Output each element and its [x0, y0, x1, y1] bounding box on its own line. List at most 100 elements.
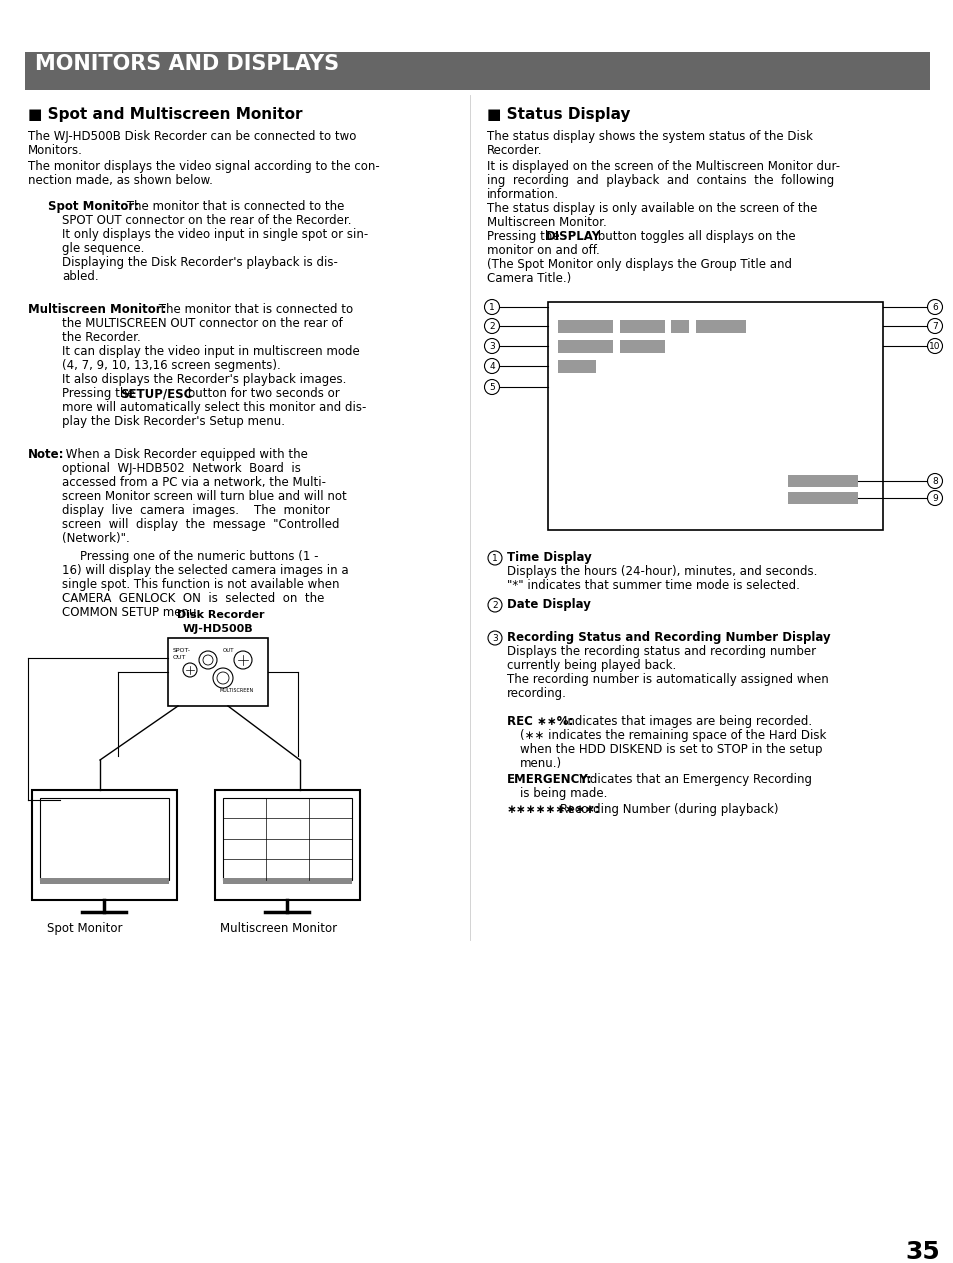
- Text: 7: 7: [931, 322, 937, 331]
- Text: menu.): menu.): [519, 757, 561, 770]
- Text: 8: 8: [931, 476, 937, 485]
- Text: It also displays the Recorder's playback images.: It also displays the Recorder's playback…: [62, 373, 346, 386]
- Text: Recording Status and Recording Number Display: Recording Status and Recording Number Di…: [506, 632, 830, 644]
- Text: "*" indicates that summer time mode is selected.: "*" indicates that summer time mode is s…: [506, 578, 799, 592]
- Circle shape: [484, 299, 499, 314]
- Bar: [787, 475, 857, 488]
- Text: The monitor that is connected to: The monitor that is connected to: [154, 303, 353, 316]
- Text: Recorder.: Recorder.: [486, 144, 542, 157]
- Text: 2: 2: [492, 600, 497, 610]
- Text: the MULTISCREEN OUT connector on the rear of: the MULTISCREEN OUT connector on the rea…: [62, 317, 342, 330]
- Text: button for two seconds or: button for two seconds or: [184, 386, 339, 400]
- Text: The status display is only available on the screen of the: The status display is only available on …: [486, 202, 817, 215]
- Text: accessed from a PC via a network, the Multi-: accessed from a PC via a network, the Mu…: [62, 476, 326, 489]
- Text: WJ-HD500B: WJ-HD500B: [183, 624, 253, 634]
- Text: (∗∗ indicates the remaining space of the Hard Disk: (∗∗ indicates the remaining space of the…: [519, 729, 825, 741]
- Bar: [25, 52, 929, 90]
- Text: Date Display: Date Display: [506, 597, 590, 611]
- Bar: [223, 878, 352, 884]
- Text: Displays the hours (24-hour), minutes, and seconds.: Displays the hours (24-hour), minutes, a…: [506, 565, 817, 578]
- Text: Displays the recording status and recording number: Displays the recording status and record…: [506, 645, 815, 658]
- Text: is being made.: is being made.: [519, 787, 607, 799]
- Text: ∗∗∗∗∗∗∗∗∗:: ∗∗∗∗∗∗∗∗∗:: [506, 803, 600, 816]
- Circle shape: [488, 551, 501, 565]
- Circle shape: [926, 474, 942, 489]
- Circle shape: [199, 650, 216, 669]
- Text: MONITORS AND DISPLAYS: MONITORS AND DISPLAYS: [35, 54, 338, 75]
- Circle shape: [213, 668, 233, 688]
- Text: 35: 35: [904, 1240, 939, 1263]
- Text: Multiscreen Monitor.: Multiscreen Monitor.: [486, 216, 606, 229]
- Circle shape: [926, 299, 942, 314]
- Bar: [787, 493, 857, 504]
- Text: The WJ-HD500B Disk Recorder can be connected to two: The WJ-HD500B Disk Recorder can be conne…: [28, 130, 356, 143]
- Text: Displaying the Disk Recorder's playback is dis-: Displaying the Disk Recorder's playback …: [62, 256, 337, 269]
- Text: The monitor displays the video signal according to the con-: The monitor displays the video signal ac…: [28, 160, 379, 173]
- Text: when the HDD DISKEND is set to STOP in the setup: when the HDD DISKEND is set to STOP in t…: [519, 743, 821, 757]
- Text: It is displayed on the screen of the Multiscreen Monitor dur-: It is displayed on the screen of the Mul…: [486, 160, 840, 173]
- Bar: [558, 320, 613, 333]
- Circle shape: [216, 672, 229, 685]
- Text: 5: 5: [489, 383, 495, 392]
- Text: display  live  camera  images.    The  monitor: display live camera images. The monitor: [62, 504, 330, 517]
- Text: Time Display: Time Display: [506, 551, 591, 565]
- Text: (Network)".: (Network)".: [62, 532, 130, 546]
- Text: Indicates that images are being recorded.: Indicates that images are being recorded…: [563, 715, 811, 727]
- Text: (4, 7, 9, 10, 13,16 screen segments).: (4, 7, 9, 10, 13,16 screen segments).: [62, 359, 280, 373]
- Bar: [214, 789, 359, 901]
- Text: SPOT-: SPOT-: [172, 648, 191, 653]
- Text: Multiscreen Monitor:: Multiscreen Monitor:: [28, 303, 167, 316]
- Bar: [696, 320, 745, 333]
- Text: Pressing one of the numeric buttons (1 -: Pressing one of the numeric buttons (1 -: [80, 549, 318, 563]
- Circle shape: [484, 379, 499, 394]
- Text: nection made, as shown below.: nection made, as shown below.: [28, 174, 213, 187]
- Text: Disk Recorder: Disk Recorder: [177, 610, 264, 620]
- Circle shape: [488, 597, 501, 613]
- Text: It only displays the video input in single spot or sin-: It only displays the video input in sing…: [62, 229, 368, 241]
- Circle shape: [926, 318, 942, 333]
- Text: 1: 1: [489, 303, 495, 312]
- Text: OUT: OUT: [172, 655, 186, 661]
- Circle shape: [183, 663, 196, 677]
- Text: currently being played back.: currently being played back.: [506, 659, 676, 672]
- Text: Camera Title.): Camera Title.): [486, 272, 571, 285]
- Text: 16) will display the selected camera images in a: 16) will display the selected camera ima…: [62, 565, 348, 577]
- Circle shape: [484, 338, 499, 354]
- Bar: [547, 302, 882, 530]
- Text: more will automatically select this monitor and dis-: more will automatically select this moni…: [62, 400, 366, 414]
- Text: Pressing the: Pressing the: [62, 386, 138, 400]
- Text: screen Monitor screen will turn blue and will not: screen Monitor screen will turn blue and…: [62, 490, 346, 503]
- Text: CAMERA  GENLOCK  ON  is  selected  on  the: CAMERA GENLOCK ON is selected on the: [62, 592, 324, 605]
- Text: gle sequence.: gle sequence.: [62, 242, 144, 255]
- Text: When a Disk Recorder equipped with the: When a Disk Recorder equipped with the: [62, 448, 308, 461]
- Text: EMERGENCY:: EMERGENCY:: [506, 773, 592, 786]
- Bar: [223, 798, 352, 880]
- Text: information.: information.: [486, 188, 558, 201]
- Text: recording.: recording.: [506, 687, 566, 700]
- Text: SETUP/ESC: SETUP/ESC: [120, 386, 193, 400]
- Circle shape: [926, 338, 942, 354]
- Circle shape: [926, 490, 942, 505]
- Text: ■ Spot and Multiscreen Monitor: ■ Spot and Multiscreen Monitor: [28, 107, 302, 123]
- Text: COMMON SETUP menu.: COMMON SETUP menu.: [62, 606, 200, 619]
- Bar: [40, 798, 169, 880]
- Text: 2: 2: [489, 322, 495, 331]
- Text: 1: 1: [492, 553, 497, 562]
- Bar: [168, 638, 268, 706]
- Text: Monitors.: Monitors.: [28, 144, 83, 157]
- Text: screen  will  display  the  message  "Controlled: screen will display the message "Control…: [62, 518, 339, 530]
- Text: It can display the video input in multiscreen mode: It can display the video input in multis…: [62, 345, 359, 357]
- Text: Indicates that an Emergency Recording: Indicates that an Emergency Recording: [578, 773, 811, 786]
- Text: SPOT OUT connector on the rear of the Recorder.: SPOT OUT connector on the rear of the Re…: [62, 213, 351, 227]
- Text: The recording number is automatically assigned when: The recording number is automatically as…: [506, 673, 828, 686]
- Circle shape: [488, 632, 501, 645]
- Circle shape: [484, 318, 499, 333]
- Bar: [619, 340, 664, 352]
- Bar: [32, 789, 177, 901]
- Text: 4: 4: [489, 361, 495, 370]
- Circle shape: [233, 650, 252, 669]
- Circle shape: [203, 655, 213, 666]
- Bar: [619, 320, 664, 333]
- Text: MULTISCREEN: MULTISCREEN: [220, 688, 254, 693]
- Bar: [558, 360, 596, 373]
